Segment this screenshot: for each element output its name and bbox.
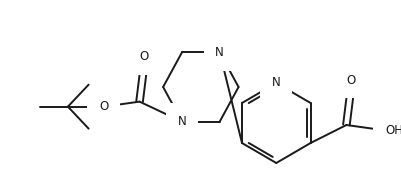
Text: N: N [215,46,223,59]
Text: N: N [177,115,186,128]
Text: O: O [346,74,355,87]
Text: N: N [271,76,280,89]
Text: OH: OH [384,124,401,137]
Text: O: O [99,100,108,113]
Text: O: O [139,50,148,63]
